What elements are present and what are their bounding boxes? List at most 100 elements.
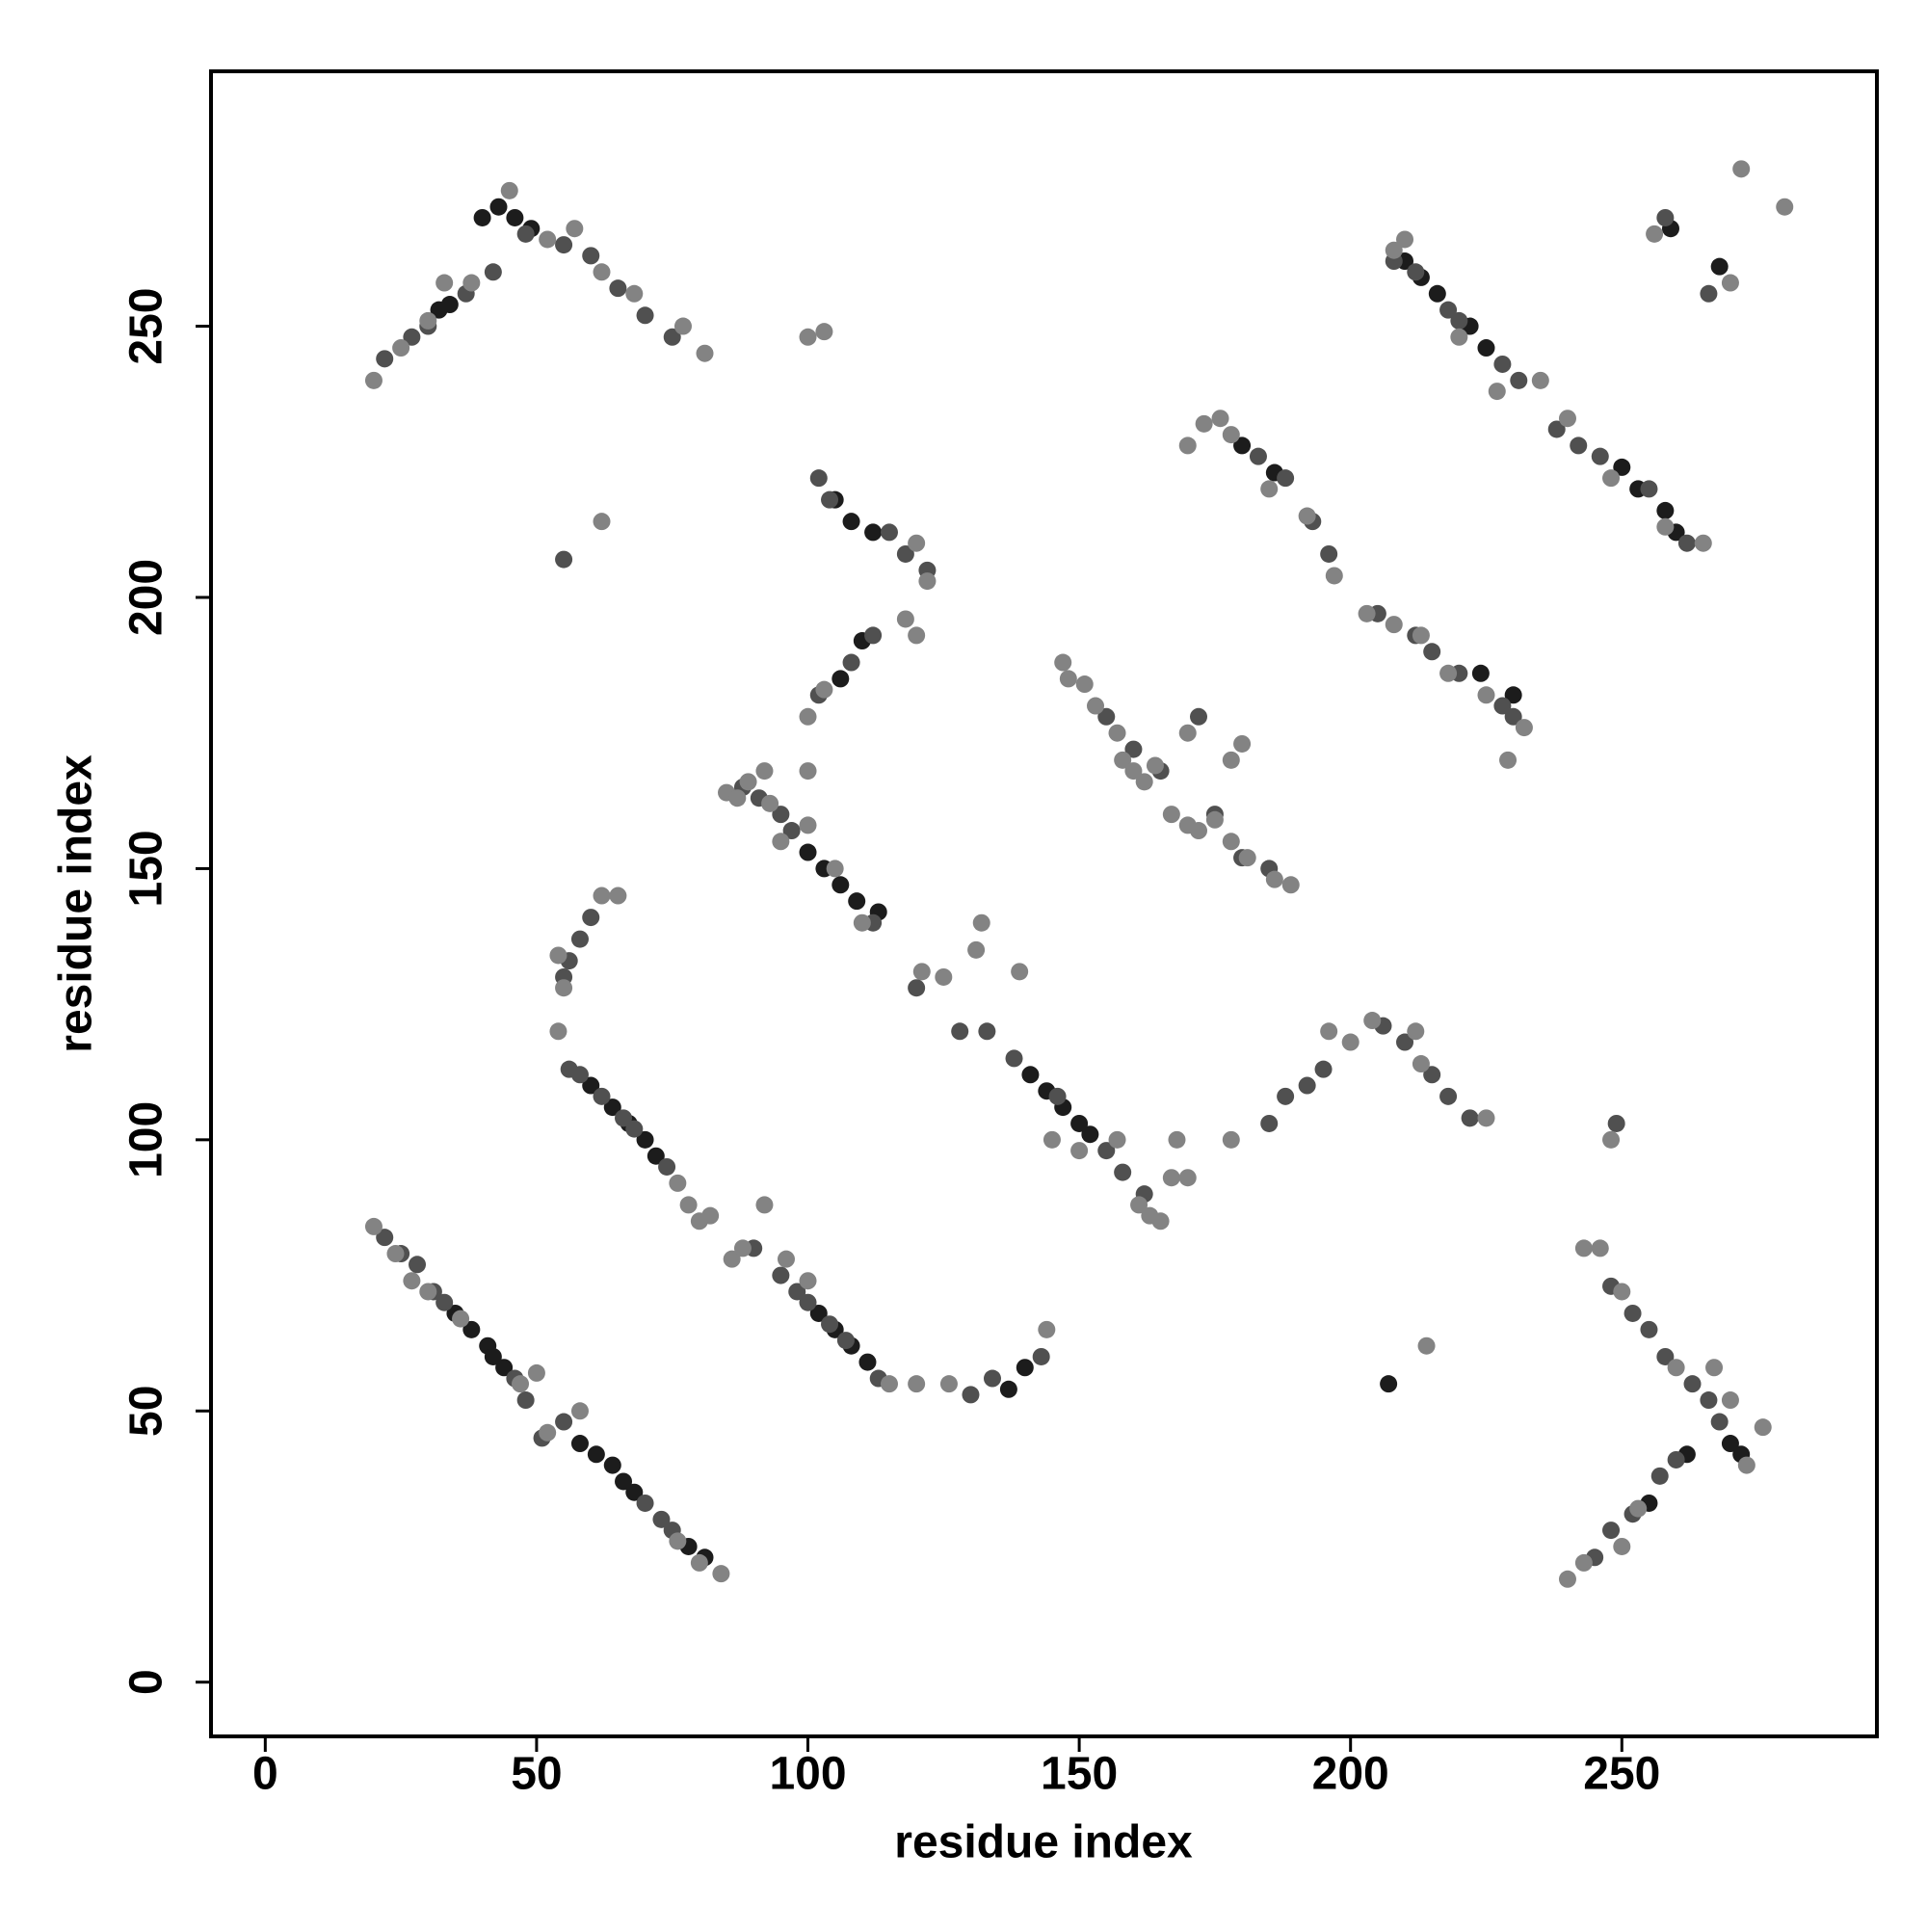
point <box>821 490 839 509</box>
point <box>799 762 817 781</box>
point <box>1656 208 1675 226</box>
point <box>1168 1130 1186 1149</box>
point <box>1222 1130 1240 1149</box>
point <box>1477 339 1495 357</box>
point <box>1298 507 1316 525</box>
point <box>1450 311 1468 330</box>
point <box>1574 1553 1593 1572</box>
point <box>636 1130 654 1149</box>
point <box>1190 707 1208 726</box>
point <box>555 1413 573 1431</box>
point <box>1591 1239 1609 1257</box>
point <box>1591 447 1609 465</box>
point <box>858 1353 877 1371</box>
point <box>1385 616 1403 634</box>
point <box>836 1332 855 1350</box>
point <box>853 913 871 932</box>
point <box>549 1022 568 1041</box>
point <box>462 1320 481 1338</box>
point <box>593 887 611 905</box>
point <box>1075 675 1094 694</box>
point <box>1776 198 1794 216</box>
point <box>625 1120 644 1138</box>
point <box>1205 810 1224 829</box>
point <box>609 887 627 905</box>
point <box>436 274 454 292</box>
point <box>566 220 584 238</box>
point <box>555 236 573 254</box>
point <box>615 1109 633 1127</box>
point <box>864 523 883 542</box>
point <box>1646 225 1664 243</box>
point <box>1721 1435 1739 1453</box>
point <box>1211 410 1229 428</box>
point <box>1238 849 1256 867</box>
point <box>799 1272 817 1290</box>
point <box>864 626 883 645</box>
point <box>593 513 611 531</box>
point <box>723 1250 741 1268</box>
point <box>555 979 573 997</box>
point <box>978 1022 996 1041</box>
point <box>1683 1375 1702 1393</box>
point <box>1130 1196 1148 1214</box>
point <box>1358 604 1376 622</box>
point <box>673 317 692 335</box>
point <box>908 979 926 997</box>
point <box>962 1386 980 1404</box>
point <box>1059 670 1077 688</box>
point <box>842 653 860 672</box>
point <box>1016 1359 1034 1377</box>
point <box>755 1196 774 1214</box>
point <box>582 1076 600 1095</box>
point <box>1504 707 1522 726</box>
point <box>1325 567 1343 585</box>
point <box>1574 1239 1593 1257</box>
point <box>733 1239 752 1257</box>
point <box>625 1483 644 1501</box>
x-tick-label: 50 <box>511 1749 562 1800</box>
point <box>440 296 459 314</box>
point <box>615 1472 633 1491</box>
point <box>799 816 817 834</box>
point <box>1656 1347 1675 1365</box>
point <box>473 208 491 226</box>
x-axis-label: residue index <box>894 1817 1193 1868</box>
point <box>1439 301 1458 319</box>
point <box>1450 328 1468 346</box>
point <box>908 1375 926 1393</box>
point <box>1178 724 1197 742</box>
y-tick-label: 100 <box>121 1101 172 1178</box>
point <box>967 940 986 959</box>
point <box>1471 664 1490 682</box>
point <box>1510 371 1528 389</box>
point <box>826 860 844 878</box>
point <box>652 1510 671 1528</box>
point <box>636 306 654 325</box>
point <box>983 1369 1001 1388</box>
point <box>1277 469 1295 488</box>
point <box>603 1456 621 1474</box>
point <box>1423 1066 1441 1084</box>
point <box>1558 410 1576 428</box>
point <box>1547 420 1566 438</box>
point <box>484 1347 502 1365</box>
point <box>1754 1418 1772 1437</box>
x-tick-label: 0 <box>252 1749 278 1800</box>
point <box>1629 1499 1648 1518</box>
point <box>658 1157 676 1176</box>
point <box>1178 437 1197 455</box>
x-tick-label: 100 <box>769 1749 846 1800</box>
point <box>403 1272 421 1290</box>
point <box>587 1445 605 1464</box>
x-tick-label: 250 <box>1583 1749 1660 1800</box>
point <box>1298 1076 1316 1095</box>
point <box>409 1256 427 1274</box>
point <box>593 1087 611 1105</box>
point <box>1114 1163 1132 1181</box>
point <box>896 610 914 628</box>
point <box>1570 437 1588 455</box>
point <box>815 680 833 699</box>
point <box>1623 1304 1642 1322</box>
